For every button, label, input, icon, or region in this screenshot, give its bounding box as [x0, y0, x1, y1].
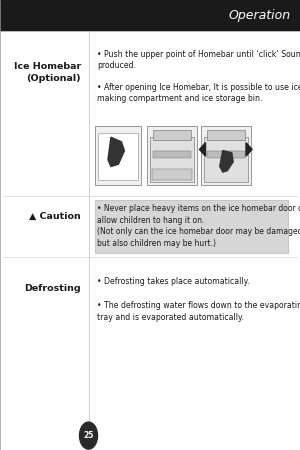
Polygon shape [220, 151, 233, 172]
FancyBboxPatch shape [201, 126, 250, 184]
FancyBboxPatch shape [98, 133, 138, 180]
Text: • The defrosting water flows down to the evaporating
tray and is evaporated auto: • The defrosting water flows down to the… [98, 302, 300, 322]
FancyBboxPatch shape [0, 0, 300, 31]
Text: Defrosting: Defrosting [24, 284, 81, 293]
Polygon shape [200, 143, 206, 156]
FancyBboxPatch shape [204, 137, 248, 182]
FancyBboxPatch shape [94, 126, 141, 184]
Text: • Push the upper point of Homebar until ‘click’ Sound is
produced.: • Push the upper point of Homebar until … [98, 50, 300, 71]
FancyBboxPatch shape [153, 130, 190, 140]
Text: 25: 25 [83, 431, 94, 440]
FancyBboxPatch shape [153, 151, 190, 158]
FancyBboxPatch shape [207, 151, 244, 158]
Text: • After opening Ice Homebar, It is possible to use ice,
making compartment and i: • After opening Ice Homebar, It is possi… [98, 83, 300, 103]
Circle shape [80, 422, 98, 449]
Text: • Never place heavy items on the ice homebar door or
allow children to hang it o: • Never place heavy items on the ice hom… [98, 204, 300, 248]
FancyBboxPatch shape [94, 200, 288, 253]
FancyBboxPatch shape [152, 169, 192, 180]
FancyBboxPatch shape [147, 126, 196, 184]
Text: ▲ Caution: ▲ Caution [29, 212, 81, 220]
FancyBboxPatch shape [150, 137, 194, 182]
Polygon shape [108, 137, 124, 166]
FancyBboxPatch shape [207, 130, 244, 140]
Text: Ice Homebar
(Optional): Ice Homebar (Optional) [14, 62, 81, 83]
Text: • Defrosting takes place automatically.: • Defrosting takes place automatically. [98, 277, 250, 286]
Polygon shape [246, 143, 252, 156]
Text: Operation: Operation [229, 9, 291, 22]
